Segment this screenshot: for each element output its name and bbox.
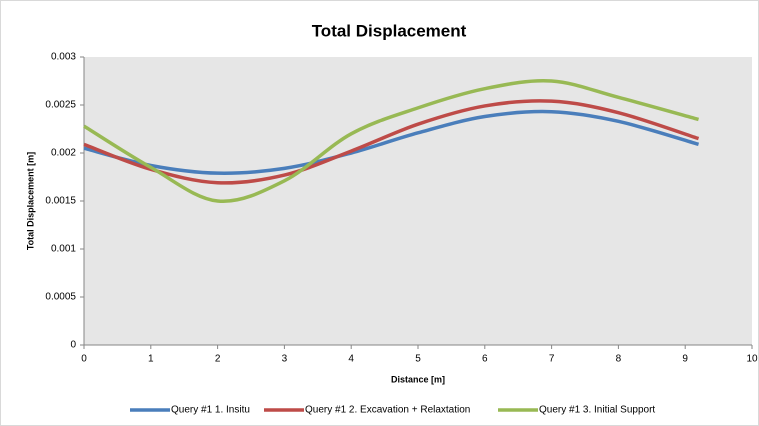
y-tick-label: 0.0015: [45, 196, 76, 207]
x-tick-label: 7: [549, 354, 555, 365]
x-tick-label: 9: [682, 354, 688, 365]
plot-area: [84, 57, 752, 345]
legend-label: Query #1 3. Initial Support: [539, 405, 655, 416]
x-tick-label: 1: [148, 354, 154, 365]
legend-label: Query #1 1. Insitu: [171, 405, 250, 416]
series-line: [83, 109, 700, 175]
x-tick-label: 4: [348, 354, 354, 365]
x-tick-label: 5: [415, 354, 421, 365]
x-tick-label: 3: [282, 354, 288, 365]
series-line: [83, 99, 700, 185]
y-tick-label: 0.0025: [45, 100, 76, 111]
y-tick-label: 0.0005: [45, 292, 76, 303]
y-tick-label: 0.002: [51, 148, 76, 159]
x-tick-label: 6: [482, 354, 488, 365]
y-tick-label: 0.003: [51, 52, 76, 63]
x-tick-label: 10: [746, 354, 758, 365]
x-tick-label: 2: [215, 354, 221, 365]
y-axis-label: Total Displacement [m]: [25, 152, 35, 250]
series-line: [83, 78, 700, 204]
y-tick-label: 0: [70, 340, 76, 351]
x-tick-label: 8: [616, 354, 622, 365]
chart-title: Total Displacement: [312, 21, 467, 40]
x-axis-label: Distance [m]: [391, 374, 445, 384]
y-tick-label: 0.001: [51, 244, 76, 255]
legend-label: Query #1 2. Excavation + Relaxtation: [305, 405, 470, 416]
x-tick-label: 0: [81, 354, 87, 365]
